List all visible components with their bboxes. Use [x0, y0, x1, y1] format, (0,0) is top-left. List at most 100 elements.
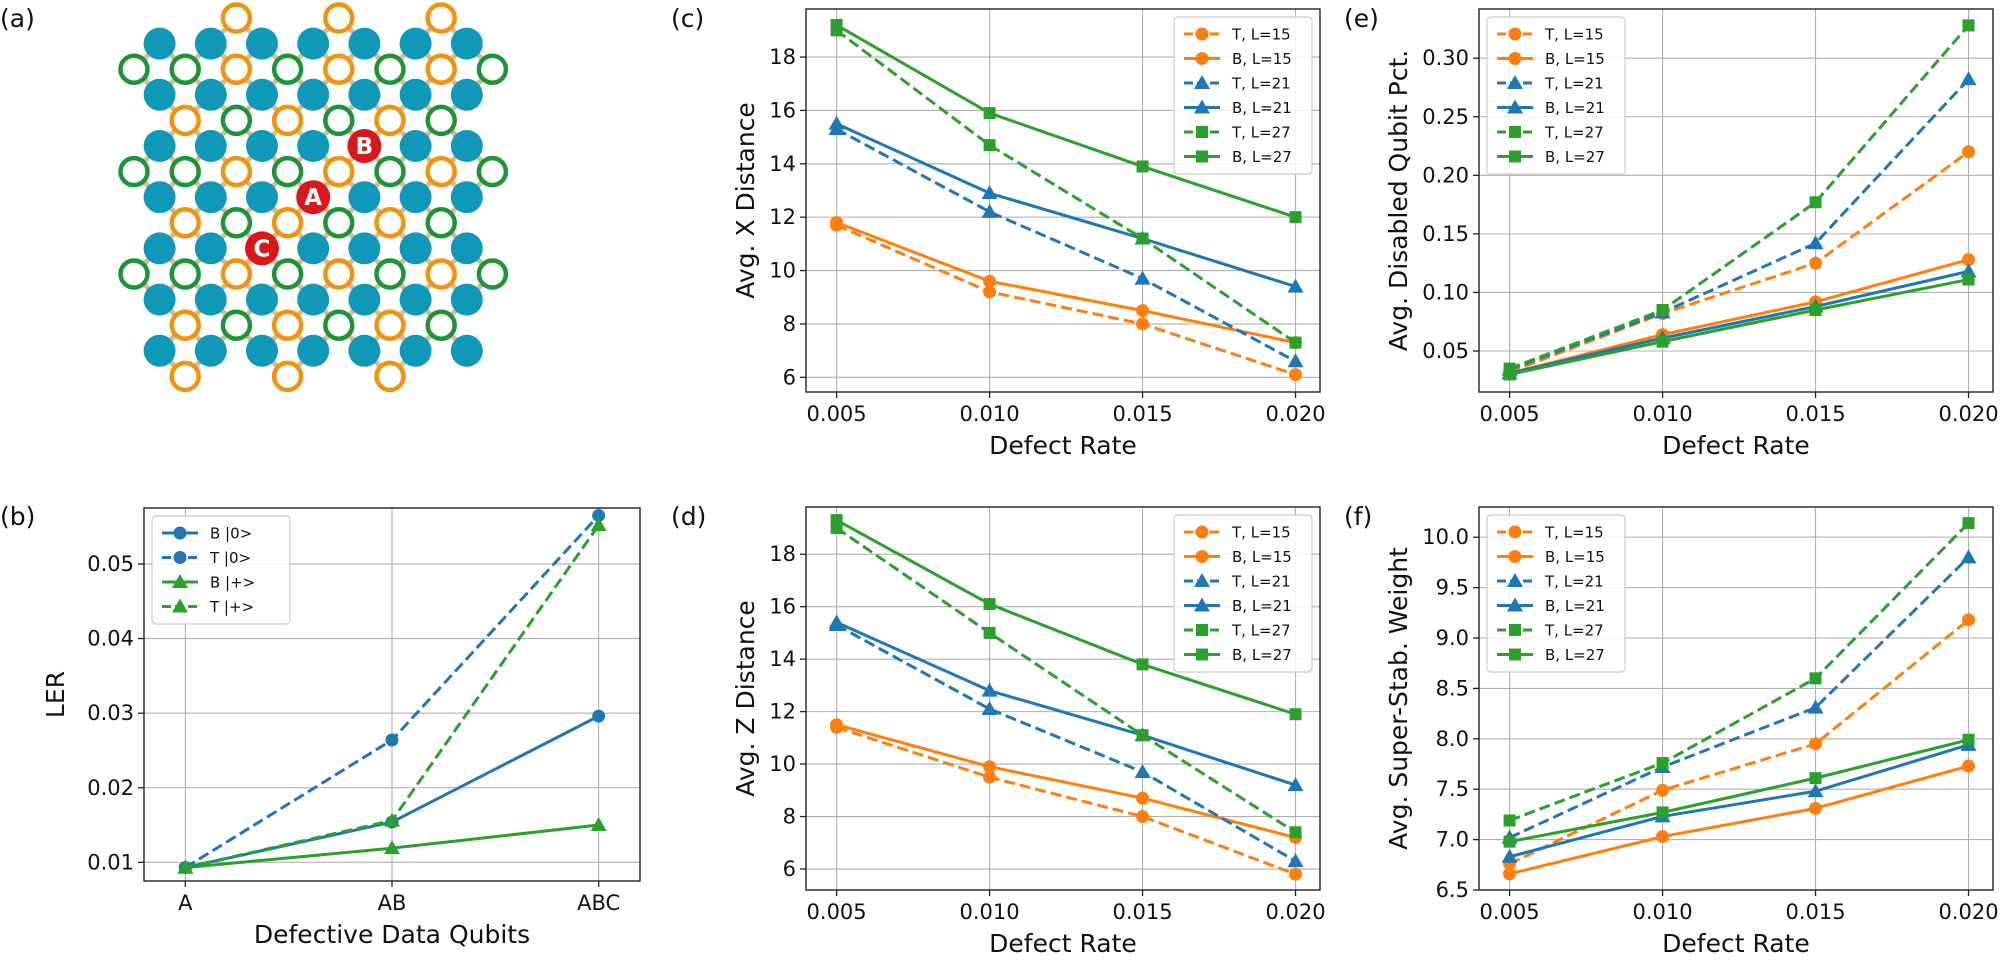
y-tick-label: 0.02: [87, 776, 134, 800]
y-tick-label: 0.30: [1422, 46, 1469, 70]
y-tick-label: 9.5: [1436, 576, 1469, 600]
panel-label-c: (c): [671, 4, 704, 33]
y-tick-label: 6: [783, 365, 796, 389]
legend-box: [1173, 16, 1313, 175]
y-tick-label: 0.01: [87, 850, 134, 874]
ancilla-qubit: [323, 104, 355, 137]
legend-marker: [173, 526, 187, 540]
legend-marker: [1508, 52, 1522, 65]
series-b-l-15-line: [836, 723, 1296, 839]
data-qubit: [450, 334, 483, 367]
ancilla-qubit: [220, 155, 253, 188]
series-b-l-15-point: [1962, 759, 1976, 773]
series-t-l-27-point: [1962, 517, 1975, 530]
ancilla-qubit: [323, 309, 355, 341]
x-tick-label: 0.005: [807, 402, 867, 426]
legend-marker: [172, 574, 188, 588]
x-tick-label: 0.020: [1265, 900, 1325, 924]
ancilla-qubit: [118, 258, 150, 290]
ancilla-qubit: [169, 53, 201, 85]
data-qubit: [399, 181, 432, 214]
ancilla-qubit: [271, 207, 304, 239]
legend-box: [1486, 16, 1626, 175]
data-qubit: [297, 232, 330, 265]
y-axis-label: Avg. Disabled Qubit Pct.: [1384, 50, 1413, 351]
series-b-l-27-point: [1503, 368, 1516, 381]
ticks-f: 0.005 0.010 0.015 0.020 6.5 7.0 7.5 8.0 8.5 9.0 9.…: [1422, 525, 1998, 924]
series-t-l-27-line: [835, 526, 1297, 834]
series-t-point: [590, 517, 607, 532]
y-tick-label: 16: [769, 595, 796, 619]
legend-label: B, L=21: [1545, 597, 1605, 615]
legend-label: B, L=21: [1545, 99, 1605, 117]
ancilla-qubit: [271, 360, 304, 393]
legend-label: T, L=15: [1544, 26, 1604, 44]
series-b-l-21-line: [835, 621, 1296, 787]
legend-label: T, L=21: [1544, 573, 1604, 591]
x-tick-label: 0.015: [1785, 402, 1845, 426]
legend-marker: [1507, 573, 1523, 587]
ancilla-qubit: [476, 258, 509, 290]
ancilla-qubit: [374, 360, 406, 393]
defect-marker-c: [245, 231, 279, 266]
legend-marker: [1507, 75, 1523, 89]
series-b-0-point: [592, 709, 606, 723]
legend-label: B, L=27: [1232, 148, 1292, 166]
ancilla-qubit: [374, 53, 406, 85]
series-b-l-27-point: [1136, 160, 1149, 173]
series-b-l-21-point: [981, 682, 998, 697]
series-t-l-27-point: [1809, 196, 1822, 209]
data-qubit: [399, 283, 432, 316]
y-tick-label: 14: [769, 152, 796, 176]
x-tick-label: A: [178, 891, 193, 915]
y-axis-label: Avg. Z Distance: [731, 600, 760, 797]
data-qubit: [450, 181, 483, 214]
series-e: [1501, 19, 1977, 381]
plot-frame: [805, 8, 1321, 393]
legend-e: T, L=15 B, L=15 T, L=21 B, L=21 T, L=27 B, L=…: [1486, 16, 1626, 175]
series-b-l-15-point: [1503, 867, 1517, 881]
ancilla-qubit: [476, 53, 509, 85]
data-qubit: [399, 27, 432, 60]
series-t-l-27-point: [983, 139, 996, 152]
chart-d: 0.005 0.010 0.015 0.020 6 8 10 12 14 16 18 Defect R…: [731, 506, 1326, 958]
defect-label-a: A: [304, 185, 322, 211]
ancilla-qubit: [374, 104, 406, 137]
series-b-l-21-point: [981, 185, 998, 200]
ancilla-qubit: [476, 155, 509, 188]
legend-marker: [1196, 150, 1208, 163]
series-b-l-15-line: [1509, 258, 1969, 375]
ancilla-qubit: [425, 104, 457, 137]
data-qubit: [194, 283, 227, 316]
legend-box: [1486, 514, 1626, 673]
defect-label-c: C: [254, 236, 271, 262]
series-t-l-15-point: [1809, 256, 1823, 270]
series-b-l-27-line: [1509, 738, 1969, 844]
legend-f: T, L=15 B, L=15 T, L=21 B, L=21 T, L=27 B, L=…: [1486, 514, 1626, 673]
panel-label-e: (e): [1344, 4, 1379, 33]
series-t-l-27-point: [1656, 757, 1669, 770]
data-qubit: [194, 334, 227, 367]
legend-label: B, L=21: [1232, 597, 1292, 615]
series-t-l-21-point: [1134, 270, 1151, 285]
legend-box: [151, 515, 291, 625]
y-tick-label: 0.05: [1422, 339, 1469, 363]
ancilla-qubit: [220, 53, 253, 85]
ancilla-qubit: [220, 2, 253, 34]
data-qubit: [194, 232, 227, 265]
x-tick-label: 0.010: [1633, 402, 1693, 426]
lattice-nodes: A B C: [118, 2, 509, 393]
series-t-l-21-point: [1287, 853, 1304, 868]
series-d: [828, 514, 1304, 881]
series-b-l-27-point: [830, 19, 843, 32]
data-qubit: [450, 27, 483, 60]
chart-c: 0.005 0.010 0.015 0.020 6 8 10 12 14 16 18 Defect R…: [731, 8, 1326, 460]
y-axis-label: Avg. X Distance: [731, 102, 760, 299]
series-b-l-15-point: [983, 760, 997, 774]
series-b-l-21-point: [828, 614, 845, 629]
series-t-l-15-point: [1656, 783, 1670, 797]
series-t-l-15-point: [1289, 368, 1303, 382]
legend-marker: [1194, 99, 1210, 114]
data-qubit: [450, 232, 483, 265]
defect-label-b: B: [356, 134, 374, 160]
